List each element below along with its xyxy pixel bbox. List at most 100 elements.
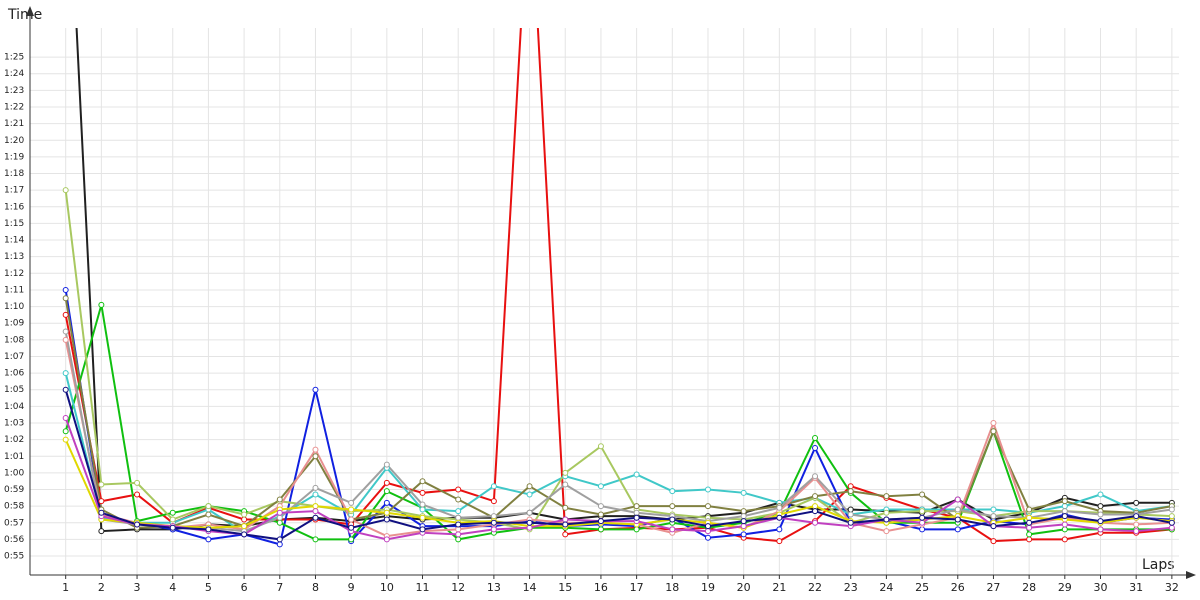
- point: [1168, 524, 1175, 531]
- x-tick-label: 14: [523, 581, 537, 594]
- point: [312, 503, 319, 510]
- point: [1026, 514, 1033, 521]
- point: [1168, 519, 1175, 526]
- y-axis-arrow: [26, 6, 34, 16]
- point: [1061, 521, 1068, 528]
- x-tick-label: 32: [1165, 581, 1179, 594]
- point: [1026, 531, 1033, 538]
- y-tick-label: 1:02: [4, 435, 24, 445]
- point: [348, 516, 355, 523]
- point: [669, 488, 676, 495]
- y-tick-label: 0:56: [4, 535, 24, 545]
- point: [276, 541, 283, 548]
- point: [312, 536, 319, 543]
- point: [597, 483, 604, 490]
- point: [990, 513, 997, 520]
- y-tick-label: 1:00: [4, 468, 24, 478]
- point: [990, 419, 997, 426]
- point: [562, 469, 569, 476]
- x-tick-label: 13: [487, 581, 501, 594]
- point: [241, 516, 248, 523]
- point: [383, 536, 390, 543]
- point: [490, 513, 497, 520]
- x-tick-label: 11: [416, 581, 430, 594]
- y-tick-label: 1:01: [4, 452, 24, 462]
- x-tick-label: 6: [241, 581, 248, 594]
- point: [919, 519, 926, 526]
- point: [633, 526, 640, 533]
- x-tick-label: 12: [451, 581, 465, 594]
- y-tick-label: 1:24: [4, 69, 24, 79]
- point: [205, 503, 212, 510]
- y-tick-label: 1:04: [4, 402, 24, 412]
- point: [62, 286, 69, 293]
- point: [98, 498, 105, 505]
- point: [1061, 498, 1068, 505]
- y-tick-label: 1:06: [4, 369, 24, 379]
- point: [1097, 503, 1104, 510]
- point: [562, 504, 569, 511]
- y-tick-label: 1:07: [4, 352, 24, 362]
- x-tick-label: 20: [737, 581, 751, 594]
- point: [990, 506, 997, 513]
- x-tick-label: 28: [1022, 581, 1036, 594]
- y-tick-label: 1:03: [4, 418, 24, 428]
- point: [62, 187, 69, 194]
- point: [633, 509, 640, 516]
- point: [597, 503, 604, 510]
- point: [812, 508, 819, 515]
- point: [776, 526, 783, 533]
- point: [455, 536, 462, 543]
- point: [919, 508, 926, 515]
- x-tick-label: 1: [62, 581, 69, 594]
- point: [383, 479, 390, 486]
- point: [62, 436, 69, 443]
- y-tick-label: 0:58: [4, 502, 24, 512]
- point: [1061, 508, 1068, 515]
- point: [1097, 491, 1104, 498]
- point: [169, 516, 176, 523]
- point: [205, 511, 212, 518]
- y-tick-label: 1:10: [4, 302, 24, 312]
- point: [740, 513, 747, 520]
- point: [847, 519, 854, 526]
- point: [241, 531, 248, 538]
- point: [241, 523, 248, 530]
- point: [419, 478, 426, 485]
- y-tick-label: 1:23: [4, 86, 24, 96]
- y-tick-label: 1:18: [4, 169, 24, 179]
- point: [312, 508, 319, 515]
- series-line: [64, 339, 1172, 538]
- x-tick-label: 24: [879, 581, 893, 594]
- point: [847, 483, 854, 490]
- series-line: [64, 190, 1172, 531]
- point: [98, 481, 105, 488]
- point: [276, 496, 283, 503]
- y-tick-label: 0:57: [4, 518, 24, 528]
- point: [562, 516, 569, 523]
- point: [526, 519, 533, 526]
- point: [62, 311, 69, 318]
- point: [597, 518, 604, 525]
- point: [526, 483, 533, 490]
- point: [633, 471, 640, 478]
- point: [419, 526, 426, 533]
- point: [490, 526, 497, 533]
- y-tick-label: 1:20: [4, 136, 24, 146]
- y-tick-label: 1:22: [4, 102, 24, 112]
- point: [455, 521, 462, 528]
- point: [134, 521, 141, 528]
- point: [812, 473, 819, 480]
- point: [205, 526, 212, 533]
- point: [740, 508, 747, 515]
- point: [1026, 524, 1033, 531]
- point: [1061, 513, 1068, 520]
- point: [62, 295, 69, 302]
- point: [1168, 506, 1175, 513]
- point: [62, 415, 69, 422]
- series-line: [64, 331, 1173, 533]
- y-tick-label: 1:17: [4, 186, 24, 196]
- point: [312, 491, 319, 498]
- x-tick-label: 19: [701, 581, 715, 594]
- point: [597, 511, 604, 518]
